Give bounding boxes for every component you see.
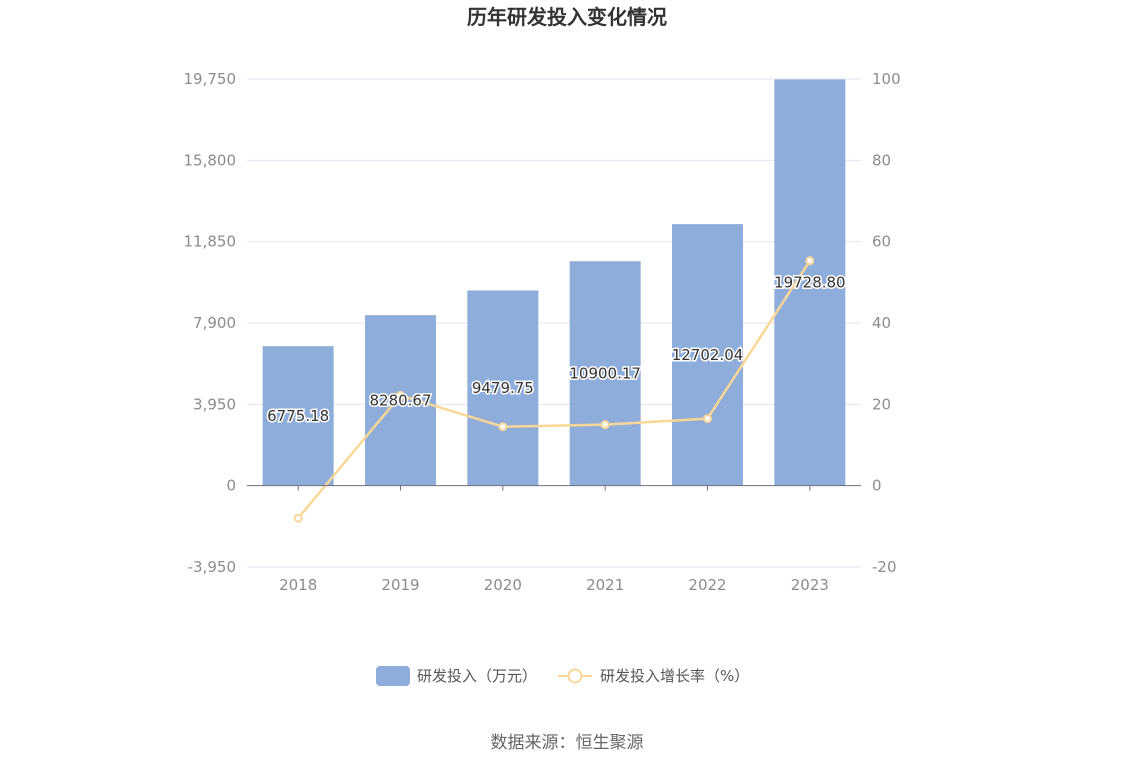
line-point[interactable]: [498, 422, 508, 432]
bar[interactable]: [672, 224, 743, 486]
bar-series: [262, 79, 846, 486]
line-series: [293, 256, 815, 523]
y-right-tick-label: 80: [872, 151, 891, 169]
growth-line: [297, 260, 811, 520]
y-left-tick-label: 0: [226, 477, 236, 495]
axes: -3,950 0 3,950 7,900 11,850 15,800 19,750 -20 0 2…: [184, 70, 901, 594]
line-point[interactable]: [293, 513, 303, 523]
x-tick-label: 2022: [688, 576, 726, 594]
y-right-tick-label: 40: [872, 314, 891, 332]
bar-data-label: 19728.80: [774, 274, 846, 292]
bar-data-label: 6775.18: [267, 407, 329, 425]
y-left-tick-label: -3,950: [188, 558, 236, 576]
y-right-tick-label: 20: [872, 395, 891, 413]
legend-item-line[interactable]: 研发投入增长率（%）: [558, 667, 749, 685]
bar[interactable]: [569, 261, 641, 486]
y-right-tick-label: -20: [872, 558, 897, 576]
chart-title: 历年研发投入变化情况: [467, 5, 667, 29]
y-left-tick-label: 19,750: [184, 70, 237, 88]
line-point[interactable]: [703, 414, 712, 424]
line-point[interactable]: [805, 256, 815, 266]
bar[interactable]: [365, 315, 436, 486]
y-left-tick-label: 3,950: [193, 395, 236, 413]
y-right-tick-label: 0: [872, 477, 882, 495]
y-left-tick-label: 15,800: [184, 151, 237, 169]
bar-data-label: 9479.75: [472, 379, 534, 397]
legend-line-marker: [567, 668, 583, 684]
legend: 研发投入（万元） 研发投入增长率（%）: [376, 666, 749, 686]
y-left-tick-label: 11,850: [184, 233, 237, 251]
y-right-tick-label: 60: [872, 233, 891, 251]
y-right-tick-label: 100: [872, 70, 901, 88]
legend-line-label: 研发投入增长率（%）: [600, 667, 749, 685]
line-point[interactable]: [600, 420, 610, 430]
data-labels: 6775.18 8280.67 9479.75 10900.17 12702.04 197…: [266, 272, 847, 426]
source-note: 数据来源：恒生聚源: [491, 733, 644, 753]
grid-lines: [247, 78, 861, 568]
bar[interactable]: [262, 346, 334, 486]
bar-data-label: 10900.17: [569, 364, 641, 382]
x-tick-label: 2021: [586, 576, 624, 594]
x-tick-label: 2020: [484, 576, 522, 594]
line-point[interactable]: [396, 390, 405, 400]
x-tick-label: 2018: [279, 576, 317, 594]
bar[interactable]: [774, 79, 846, 486]
legend-bar-label: 研发投入（万元）: [417, 667, 537, 685]
bar-data-label: 12702.04: [672, 346, 744, 364]
legend-item-bar[interactable]: 研发投入（万元）: [376, 666, 537, 686]
x-tick-label: 2019: [381, 576, 419, 594]
x-tick-label: 2023: [791, 576, 829, 594]
legend-bar-swatch: [376, 666, 410, 686]
bar[interactable]: [467, 290, 539, 486]
y-left-tick-label: 7,900: [193, 314, 236, 332]
bar-data-label: 8280.67: [369, 391, 431, 409]
